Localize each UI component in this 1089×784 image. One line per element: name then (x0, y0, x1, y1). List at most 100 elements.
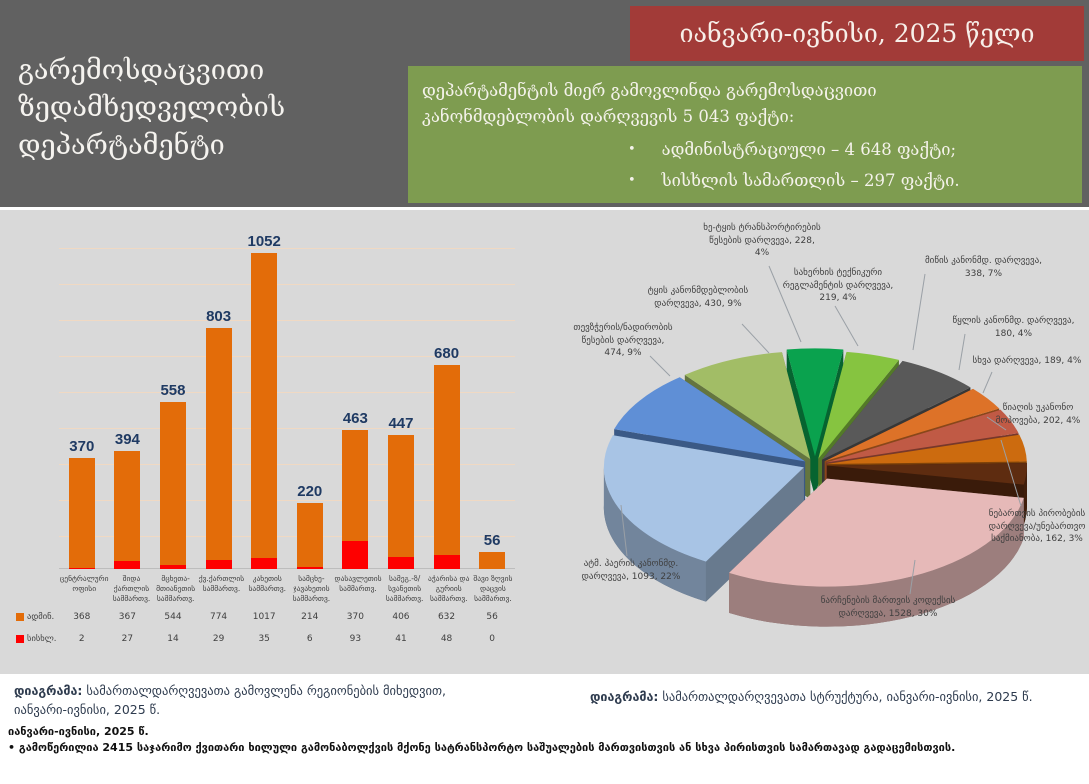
table-criminal-value: 6 (306, 634, 313, 644)
pie-slice-shape (826, 409, 1019, 463)
summary-lead: დეპარტამენტის მიერ გამოვლინდა გარემოსდაც… (422, 81, 877, 126)
pie-slice-shape (729, 497, 1024, 627)
pie-slice-label: მიწის კანონმდ. დარღვევა, 338, 7% (924, 256, 1043, 279)
bar-admin-segment (479, 552, 506, 569)
page-title: გარემოსდაცვითი ზედამხედველობის დეპარტამე… (18, 55, 286, 161)
pie-slice-label: სხვა დარღვევა, 189, 4% (972, 356, 1082, 366)
bar-admin-segment (296, 503, 323, 567)
table-admin-value: 214 (301, 612, 319, 622)
pie-leader-line (768, 265, 802, 343)
bar-category-label: მცხეთა-მთიანეთის სამმართვ. (156, 574, 196, 603)
bar-admin-segment (433, 365, 460, 555)
bar-category-label: შავი ზღვის დაცვის სამმართვ. (473, 574, 513, 603)
pie-leader-line (909, 559, 916, 595)
pie-slice-shape (818, 351, 899, 459)
bar-total-label: 220 (297, 483, 323, 500)
stacked-bar (342, 430, 369, 569)
bar-total-label: 680 (434, 345, 460, 362)
bar-column: 447 (378, 248, 424, 569)
charts-band: 370 394 558 803 1052 220 463 447 680 56 ცენტრალურ… (0, 210, 1089, 674)
caption-pie-chart: დიაგრამა: სამართალდარღვევათა სტრუქტურა, … (590, 688, 1085, 707)
summary-box: დეპარტამენტის მიერ გამოვლინდა გარემოსდაც… (408, 66, 1082, 203)
bar-category-label: სამეგ.-ზ/სვანეთის სამმართვ. (385, 574, 424, 603)
pie-slice-label: ტყის კანონმდებლობის დარღვევა, 430, 9% (647, 286, 749, 309)
pie-slice-shape (614, 377, 806, 462)
bar-column: 1052 (241, 233, 287, 569)
pie-chart-structure: ხე-ტყის ტრანსპორტირების წესების დარღვევა… (573, 210, 1089, 674)
bar-column: 56 (469, 248, 515, 569)
table-criminal-value: 14 (167, 634, 179, 644)
pie-slice-shape (786, 348, 844, 457)
bar-column: 680 (424, 248, 470, 569)
pie-slice-label: წიაღის უკანონო მოპოვება, 202, 4% (995, 403, 1081, 426)
bar-total-label: 558 (160, 382, 186, 399)
pie-leader-line (649, 355, 671, 377)
bar-category-label: კახეთის სამმართვ. (248, 574, 287, 593)
caption-bar-chart: დიაგრამა: სამართალდარღვევათა გამოვლენა რ… (14, 682, 494, 720)
pie-slice-shape (824, 388, 1000, 462)
pie-slice-shape (826, 434, 1027, 465)
bar-criminal-segment (251, 558, 278, 569)
table-criminal-value: 29 (212, 634, 225, 644)
stacked-bar (205, 328, 232, 569)
bar-criminal-segment (159, 565, 186, 569)
pie-leader-line (741, 323, 770, 354)
legend-criminal: სისხლ. (16, 634, 56, 644)
pie-slice-label: ნებართვის პირობების დარღვევა/უნებართვო ს… (988, 509, 1086, 545)
legend-criminal-swatch (16, 635, 24, 643)
stacked-bar (387, 435, 414, 569)
bar-column: 558 (150, 248, 196, 569)
pie-3d-graphic (603, 265, 1027, 627)
table-criminal-value: 41 (395, 634, 407, 644)
table-admin-value: 632 (437, 612, 456, 622)
bar-column: 370 (59, 248, 105, 569)
pie-slice-shape (729, 478, 1024, 587)
bar-admin-segment (114, 451, 141, 561)
table-admin-value: 1017 (252, 612, 276, 622)
table-criminal-value: 93 (349, 634, 362, 644)
bar-category-label: სამცხე-ჯავახეთის სამმართვ. (292, 574, 331, 603)
table-criminal-value: 2 (78, 634, 85, 644)
bar-criminal-segment (114, 561, 141, 569)
bar-chart-regions: 370 394 558 803 1052 220 463 447 680 56 ცენტრალურ… (0, 210, 573, 674)
summary-bullet-criminal: სისხლის სამართლის – 297 ფაქტი. (628, 165, 960, 196)
table-criminal-value: 27 (121, 634, 134, 644)
pie-slice-label: თევზჭერის/ნადირობის წესების დარღვევა, 47… (573, 323, 673, 359)
table-admin-value: 774 (209, 612, 228, 622)
table-criminal-value: 35 (258, 634, 270, 644)
bar-admin-segment (387, 435, 414, 557)
bar-criminal-segment (433, 555, 460, 569)
footer-period: იანვარი-ივნისი, 2025 წ. (8, 725, 149, 738)
bar-category-label: შიდა ქართლის სამმართვ. (112, 574, 151, 603)
pie-slice-label: წყლის კანონმდ. დარღვევა, 180, 4% (952, 316, 1075, 339)
pie-slice-shape (826, 462, 1027, 485)
pie-slice-label: ატმ. ჰაერის კანონმდ. დარღვევა, 1093, 22% (581, 559, 681, 582)
bar-total-label: 1052 (247, 233, 281, 250)
table-admin-value: 544 (164, 612, 182, 622)
header-block: გარემოსდაცვითი ზედამხედველობის დეპარტამე… (0, 0, 1089, 207)
table-admin-value: 56 (486, 612, 498, 622)
pie-leader-line (912, 273, 926, 351)
bar-criminal-segment (296, 567, 323, 569)
table-admin-value: 368 (73, 612, 91, 622)
summary-bullet-list: ადმინისტრაციული – 4 648 ფაქტი; სისხლის ს… (628, 134, 960, 197)
bar-table-admin-row: 368 367 544 774 1017 214 370 406 632 56 (59, 612, 515, 622)
pie-leader-line (834, 305, 859, 347)
pie-slice-shape (822, 360, 971, 460)
period-banner: იანვარი-ივნისი, 2025 წელი (630, 6, 1084, 61)
caption-left-text: სამართალდარღვევათა გამოვლენა რეგიონების … (14, 683, 446, 717)
pie-leader-line (958, 333, 966, 371)
pie-slice-shape (684, 352, 811, 460)
caption-right-text: სამართალდარღვევათა სტრუქტურა, იანვარი-ივ… (658, 689, 1033, 704)
stacked-bar (251, 253, 278, 569)
table-admin-value: 370 (346, 612, 364, 622)
bar-columns: 370 394 558 803 1052 220 463 447 680 56 (59, 233, 515, 569)
bar-admin-segment (342, 430, 369, 541)
table-admin-value: 367 (118, 612, 136, 622)
pie-slice-shape (603, 435, 804, 562)
pie-slice-shape (603, 467, 706, 602)
bar-column: 394 (105, 248, 151, 569)
bar-category-label: ქვ.ქართლის სამმართვ. (198, 574, 245, 593)
pie-leader-line (982, 371, 993, 394)
